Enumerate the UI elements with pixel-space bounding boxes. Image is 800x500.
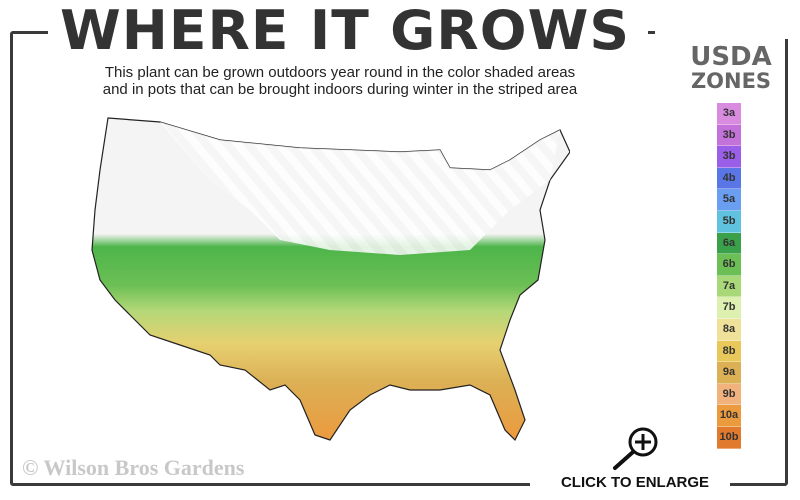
legend-zone-5a: 5a bbox=[717, 189, 741, 211]
zone-legend: 3a 3b 3b 4b 5a 5b 6a 6b 7a 7b 8a 8b 9a 9b 10a 10b bbox=[717, 103, 741, 449]
legend-zone-7b: 7b bbox=[717, 297, 741, 319]
click-to-enlarge-button[interactable]: CLICK TO ENLARGE bbox=[530, 420, 740, 500]
legend-zone-3b: 3b bbox=[717, 124, 741, 147]
striped-pot-area bbox=[160, 122, 560, 255]
frame-gap bbox=[530, 478, 730, 492]
legend-zone-3a: 3a bbox=[717, 103, 741, 125]
copyright-watermark: © Wilson Bros Gardens bbox=[22, 455, 245, 480]
click-to-enlarge-label: CLICK TO ENLARGE bbox=[560, 474, 710, 491]
legend-zone-7a: 7a bbox=[717, 275, 741, 298]
subtitle-line: This plant can be grown outdoors year ro… bbox=[104, 64, 576, 81]
frame-gap bbox=[655, 25, 795, 39]
legend-zone-8b: 8b bbox=[717, 340, 741, 363]
legend-title: USDA ZONES bbox=[676, 42, 786, 93]
legend-zone-3b: 3b bbox=[717, 146, 741, 168]
legend-title-line: USDA bbox=[690, 42, 772, 72]
legend-zone-9b: 9b bbox=[717, 383, 741, 406]
subtitle-line: and in pots that can be brought indoors … bbox=[102, 81, 578, 98]
legend-zone-5b: 5b bbox=[717, 210, 741, 233]
frame-gap bbox=[48, 25, 648, 37]
page-title: WHERE IT GROWS bbox=[59, 0, 631, 62]
legend-zone-9a: 9a bbox=[717, 362, 741, 384]
legend-zone-10b: 10b bbox=[717, 426, 741, 449]
legend-zone-6b: 6b bbox=[717, 254, 741, 276]
zoom-in-icon bbox=[613, 427, 658, 470]
legend-title-line: ZONES bbox=[690, 69, 772, 93]
legend-zone-4b: 4b bbox=[717, 167, 741, 190]
legend-zone-6a: 6a bbox=[717, 232, 741, 255]
subtitle: This plant can be grown outdoors year ro… bbox=[40, 64, 640, 98]
legend-zone-10a: 10a bbox=[717, 405, 741, 427]
legend-zone-8a: 8a bbox=[717, 318, 741, 341]
usda-zone-map[interactable] bbox=[70, 100, 570, 460]
